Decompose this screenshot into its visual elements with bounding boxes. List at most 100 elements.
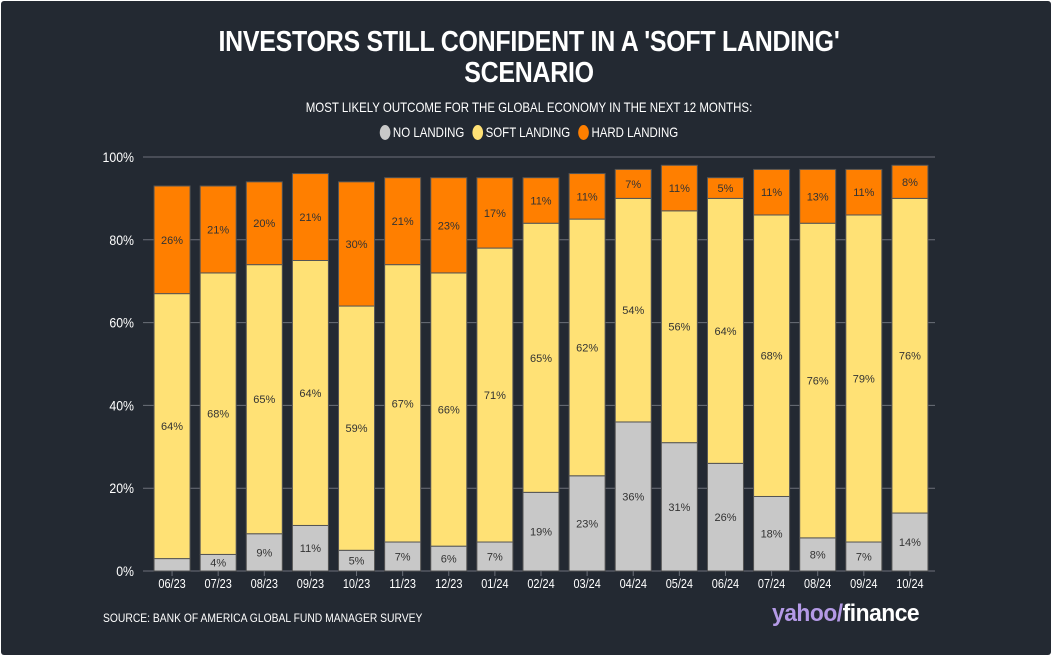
data-label: 62%	[576, 342, 598, 354]
bar-segment-hard-landing	[614, 168, 652, 199]
logo-finance: finance	[842, 600, 920, 627]
x-tick-label: 08/23	[251, 576, 279, 591]
stacked-bar-chart: 0% 20% 40% 60% 80% 100% 64% 26% 4% 68% 21% 9% 65% 20…	[103, 149, 935, 591]
bar-segment-soft-landing	[245, 264, 283, 535]
data-label: 21%	[299, 212, 321, 224]
bar-segment-soft-landing	[153, 293, 191, 560]
data-label: 26%	[161, 235, 183, 247]
data-label: 7%	[856, 552, 872, 564]
x-axis: 06/23 07/23 08/23 09/23 10/23 11/23 12/23 01/24…	[158, 571, 924, 591]
data-label: 11%	[761, 187, 782, 199]
logo-yahoo: yahoo	[772, 600, 837, 627]
data-label: 18%	[761, 529, 783, 541]
x-tick-label: 04/24	[620, 576, 648, 591]
bar-segment-soft-landing	[706, 197, 744, 464]
bar-segment-soft-landing	[522, 222, 560, 493]
bar-segment-hard-landing	[799, 168, 837, 224]
data-label: 11%	[853, 187, 874, 199]
data-label: 71%	[484, 390, 506, 402]
bar-segment-hard-landing	[568, 173, 606, 220]
bar-segment-hard-landing	[476, 177, 514, 249]
data-label: 4%	[210, 558, 226, 570]
legend-item-no-landing: NO LANDING	[379, 124, 465, 140]
chart-title: INVESTORS STILL CONFIDENT IN A 'SOFT LAN…	[74, 27, 984, 89]
data-label: 65%	[253, 394, 275, 406]
x-tick-label: 03/24	[573, 576, 601, 591]
data-label: 9%	[256, 547, 272, 559]
bar-segment-no-landing	[660, 442, 698, 572]
x-tick-label: 09/23	[297, 576, 325, 591]
chart-subtitle: MOST LIKELY OUTCOME FOR THE GLOBAL ECONO…	[305, 99, 753, 115]
bar-segment-hard-landing	[384, 177, 422, 266]
data-label: 7%	[487, 552, 503, 564]
bar-segment-hard-landing	[291, 173, 329, 261]
data-label: 68%	[761, 351, 783, 363]
x-tick-label: 07/23	[205, 576, 233, 591]
data-label: 23%	[438, 220, 460, 232]
yahoo-finance-logo: yahoo/finance	[772, 600, 920, 628]
x-tick-label: 12/23	[435, 576, 463, 591]
bar-segment-hard-landing	[660, 164, 698, 212]
data-label: 5%	[718, 183, 734, 195]
x-tick-label: 10/23	[343, 576, 371, 591]
data-label: 64%	[299, 388, 321, 400]
data-label: 79%	[853, 373, 875, 385]
data-label: 11%	[530, 195, 551, 207]
data-label: 64%	[161, 421, 183, 433]
data-label: 11%	[669, 183, 690, 195]
bar-segment-hard-landing	[845, 168, 883, 216]
legend-item-hard-landing: HARD LANDING	[578, 124, 678, 140]
bar-segment-no-landing	[891, 512, 929, 572]
y-tick-label: 40%	[109, 398, 134, 414]
bar-segment-soft-landing	[338, 305, 376, 551]
data-label: 66%	[438, 405, 460, 417]
data-label: 65%	[530, 353, 552, 365]
y-tick-label: 0%	[116, 563, 134, 579]
data-label: 21%	[207, 224, 229, 236]
data-label: 19%	[530, 527, 552, 539]
bar-segment-no-landing	[568, 475, 606, 572]
data-label: 54%	[622, 305, 644, 317]
data-label: 56%	[668, 322, 690, 334]
x-tick-label: 06/23	[158, 576, 186, 591]
x-tick-label: 06/24	[712, 576, 740, 591]
bar-segment-hard-landing	[153, 185, 191, 295]
data-label: 5%	[349, 556, 365, 568]
bar-segment-hard-landing	[430, 177, 468, 274]
legend-swatch-soft-landing	[472, 124, 484, 140]
legend-label: HARD LANDING	[591, 124, 679, 140]
y-tick-label: 60%	[109, 315, 134, 331]
y-tick-label: 20%	[109, 480, 134, 496]
bar-segment-hard-landing	[706, 177, 744, 199]
x-tick-label: 10/24	[896, 576, 924, 591]
data-label: 59%	[346, 423, 368, 435]
data-label: 13%	[807, 191, 829, 203]
legend-label: NO LANDING	[392, 124, 465, 140]
bar-segment-soft-landing	[476, 247, 514, 543]
legend-swatch-hard-landing	[578, 124, 589, 140]
bar-segment-no-landing	[384, 541, 422, 572]
data-label: 68%	[207, 409, 229, 421]
legend-item-soft-landing: SOFT LANDING	[472, 124, 570, 140]
x-tick-label: 09/24	[850, 576, 878, 591]
legend-swatch-no-landing	[379, 124, 391, 140]
bar-segment-soft-landing	[845, 214, 883, 543]
legend-label: SOFT LANDING	[485, 124, 571, 140]
bar-segment-hard-landing	[522, 177, 560, 224]
bar-segment-hard-landing	[891, 164, 929, 199]
bar-segment-hard-landing	[338, 181, 376, 307]
data-label: 67%	[392, 398, 414, 410]
bar-segment-soft-landing	[430, 272, 468, 547]
y-tick-label: 100%	[103, 149, 135, 165]
data-label: 8%	[810, 549, 826, 561]
source-note: SOURCE: BANK OF AMERICA GLOBAL FUND MANA…	[103, 611, 423, 625]
legend: NO LANDING SOFT LANDING HARD LANDING	[95, 124, 963, 143]
bar-segment-soft-landing	[891, 197, 929, 514]
data-label: 14%	[899, 537, 921, 549]
data-label: 8%	[902, 177, 918, 189]
bars: 64% 26% 4% 68% 21% 9% 65% 20% 11% 64% 21% 5% 59% 30% 7…	[153, 164, 929, 572]
data-label: 23%	[576, 518, 598, 530]
bar-segment-hard-landing	[199, 185, 237, 274]
bar-segment-soft-landing	[614, 197, 652, 423]
data-label: 11%	[300, 543, 321, 555]
